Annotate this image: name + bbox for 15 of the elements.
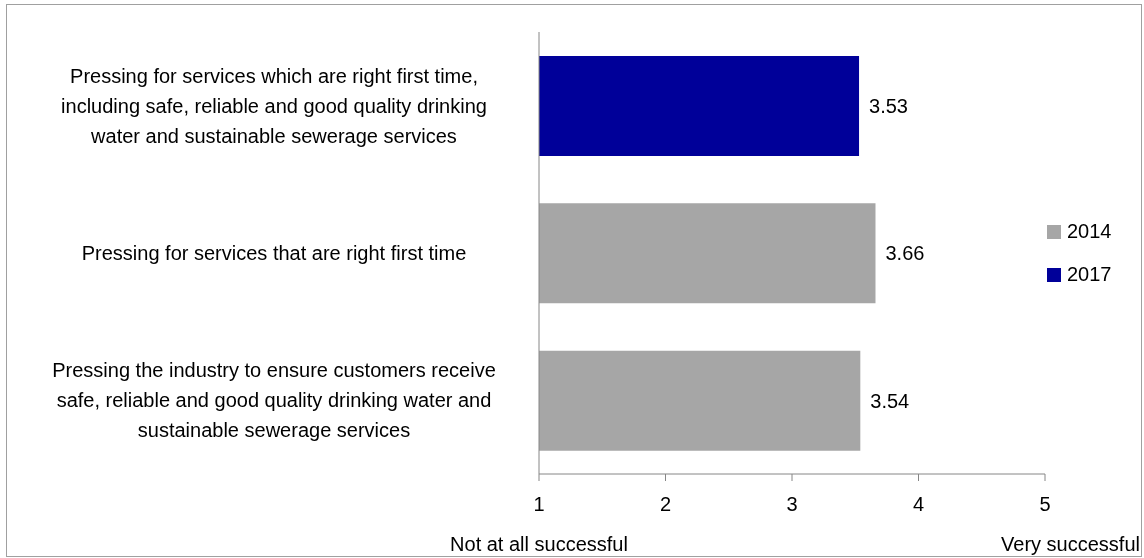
data-label: 3.53: [869, 95, 908, 117]
text: Not at all successful: [450, 532, 628, 556]
x-tick-label: 1: [533, 493, 545, 516]
x-tick-label: 4: [912, 493, 925, 516]
y-tick-label: Pressing the industry to ensure customers receive safe, reliable and good quality drinking water and sustainable sewerage services: [52, 359, 496, 442]
data-label: 3.66: [885, 242, 925, 265]
legend-label: 2017: [1067, 263, 1112, 286]
y-tick-label: Pressing for services that are right first time: [81, 242, 467, 264]
legend-label: 2014: [1067, 220, 1112, 243]
x-tick-label: 3: [786, 493, 798, 516]
y-tick-label: Pressing for services which are right first time, including safe, reliable and good quality drinking water and sustainable sewerage services: [61, 64, 487, 147]
x-tick-label: 2: [659, 493, 672, 516]
data-label: 3.54: [870, 389, 910, 412]
x-tick-label: 5: [1039, 493, 1051, 516]
text: Very successful: [1001, 532, 1140, 556]
